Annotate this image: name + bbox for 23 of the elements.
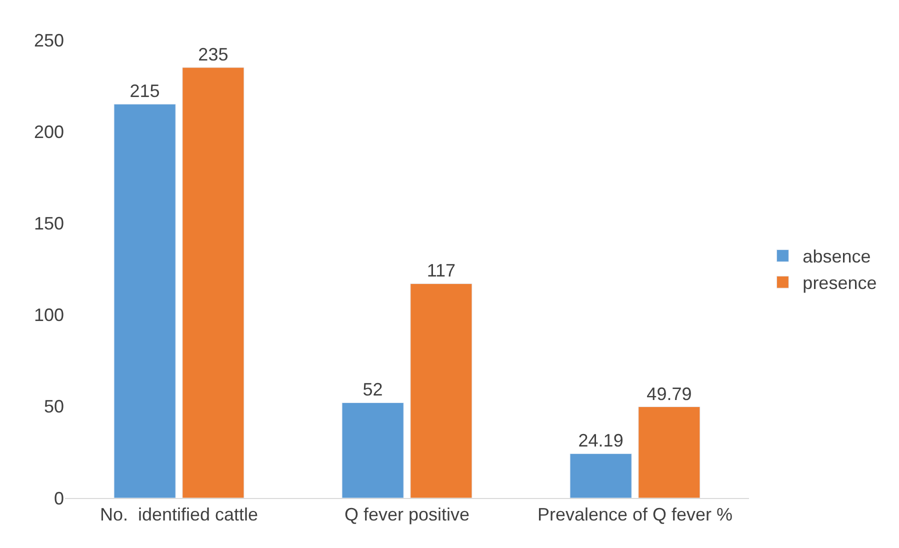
y-tick-label: 150 [34,214,64,234]
data-label: 49.79 [646,384,692,404]
y-tick-label: 50 [44,396,64,417]
data-label: 24.19 [578,430,624,451]
data-label: 215 [130,81,160,102]
bar [342,402,404,498]
bar [114,104,176,498]
x-tick-label: Prevalence of Q fever % [537,504,733,525]
data-label: 117 [426,260,456,281]
bar [410,283,472,498]
x-tick-label: No. identified cattle [100,504,258,525]
legend-label: absence [802,246,871,267]
y-tick-label: 100 [34,305,64,326]
bar [182,67,244,498]
data-label: 52 [362,380,383,400]
data-label: 235 [198,44,228,64]
y-tick-label: 250 [34,30,64,50]
x-tick-label: Q fever positive [344,504,470,525]
y-tick-label: 200 [34,122,64,142]
bar [638,406,700,498]
legend-label: presence [802,273,877,294]
bar [570,453,632,498]
y-tick-label: 0 [54,488,64,508]
